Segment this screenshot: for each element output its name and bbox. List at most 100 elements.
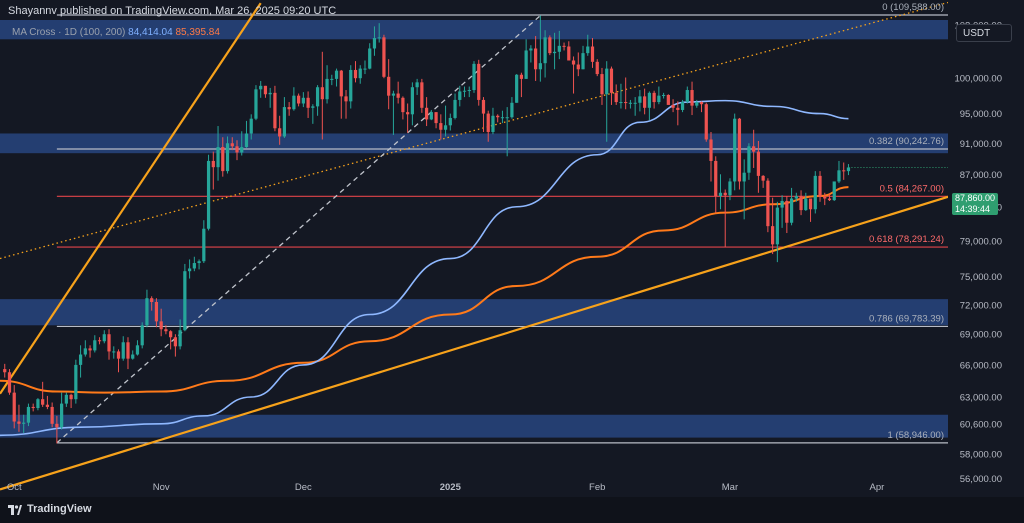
- candle-2025-01-15[interactable]: [515, 74, 519, 103]
- candle-2024-12-27[interactable]: [424, 97, 429, 127]
- currency-selector[interactable]: USDT: [956, 24, 1012, 42]
- candle-2024-10-30[interactable]: [150, 296, 154, 311]
- candle-2024-10-03[interactable]: [22, 414, 26, 433]
- candle-2025-01-25[interactable]: [562, 42, 566, 51]
- candle-2025-03-22[interactable]: [827, 194, 832, 201]
- candle-2024-10-28[interactable]: [140, 322, 144, 349]
- candle-2025-03-14[interactable]: [789, 187, 794, 226]
- indicator-legend[interactable]: MA Cross · 1D (100, 200) 84,414.04 85,39…: [12, 27, 220, 38]
- candle-2024-12-15[interactable]: [368, 43, 372, 70]
- candle-2025-01-03[interactable]: [458, 85, 462, 107]
- candle-2025-02-19[interactable]: [680, 99, 685, 113]
- candle-2024-10-24[interactable]: [121, 336, 125, 361]
- candle-2024-12-17[interactable]: [377, 23, 381, 43]
- candle-2024-09-30[interactable]: [7, 369, 12, 395]
- candle-2024-10-16[interactable]: [83, 340, 87, 357]
- candle-2025-01-10[interactable]: [491, 107, 495, 135]
- candle-2025-01-16[interactable]: [519, 72, 524, 98]
- candle-2024-11-05[interactable]: [178, 319, 182, 350]
- candle-2024-11-26[interactable]: [278, 115, 282, 145]
- candle-2025-03-12[interactable]: [780, 195, 784, 228]
- candle-2024-11-20[interactable]: [249, 114, 253, 140]
- candle-2025-01-14[interactable]: [510, 97, 514, 119]
- candle-2024-11-04[interactable]: [173, 334, 177, 357]
- candle-2025-02-11[interactable]: [643, 88, 647, 115]
- candle-2024-12-13[interactable]: [358, 65, 362, 84]
- candle-2024-10-27[interactable]: [135, 340, 140, 356]
- candle-2025-02-03[interactable]: [605, 61, 609, 142]
- candle-2025-03-09[interactable]: [766, 178, 770, 233]
- candle-2024-10-29[interactable]: [145, 289, 149, 328]
- candle-2025-03-26[interactable]: [846, 164, 851, 176]
- candle-2024-12-10[interactable]: [344, 90, 348, 119]
- candle-2025-02-08[interactable]: [628, 99, 633, 109]
- candle-2025-03-20[interactable]: [818, 171, 822, 202]
- candle-2024-12-19[interactable]: [387, 59, 391, 110]
- candle-2024-11-25[interactable]: [273, 85, 277, 132]
- candle-2025-01-08[interactable]: [481, 97, 486, 132]
- candle-2024-12-11[interactable]: [349, 65, 353, 109]
- candle-2025-03-16[interactable]: [799, 190, 803, 216]
- candle-2024-10-25[interactable]: [126, 337, 130, 370]
- candle-2025-01-18[interactable]: [529, 45, 533, 63]
- candle-2025-02-22[interactable]: [695, 99, 699, 108]
- candle-2024-10-09[interactable]: [50, 402, 54, 428]
- candle-2024-11-24[interactable]: [268, 87, 272, 108]
- candle-2025-02-25[interactable]: [709, 131, 713, 182]
- candle-2024-12-29[interactable]: [434, 112, 438, 129]
- candle-2025-02-07[interactable]: [624, 77, 628, 110]
- footer-brand[interactable]: TradingView: [27, 503, 92, 515]
- candle-2024-11-13[interactable]: [216, 126, 220, 181]
- candle-2024-10-10[interactable]: [55, 415, 59, 444]
- candle-2025-01-17[interactable]: [524, 39, 528, 79]
- candle-2024-11-19[interactable]: [244, 120, 249, 148]
- candle-2025-01-30[interactable]: [586, 34, 590, 56]
- candle-2025-03-11[interactable]: [775, 201, 779, 263]
- time-axis[interactable]: Oct Nov Dec 2025 Feb Mar Apr: [7, 482, 884, 493]
- candle-2024-12-30[interactable]: [439, 114, 443, 140]
- candle-2024-12-07[interactable]: [330, 74, 334, 86]
- candle-2024-12-22[interactable]: [401, 96, 405, 120]
- candle-2025-02-23[interactable]: [699, 101, 704, 113]
- candle-2024-10-07[interactable]: [41, 381, 45, 407]
- candle-2024-10-01[interactable]: [12, 385, 16, 429]
- candle-2024-12-20[interactable]: [391, 90, 396, 135]
- candle-2024-10-08[interactable]: [45, 395, 50, 410]
- candle-2024-11-09[interactable]: [197, 259, 201, 270]
- candle-2024-11-28[interactable]: [287, 102, 291, 116]
- candle-2024-11-27[interactable]: [282, 97, 287, 138]
- candle-2024-11-03[interactable]: [169, 330, 173, 350]
- candle-2025-03-23[interactable]: [832, 181, 836, 201]
- candle-2025-01-31[interactable]: [590, 37, 595, 68]
- candle-2025-01-02[interactable]: [453, 93, 457, 120]
- candle-2024-12-21[interactable]: [396, 81, 400, 104]
- candle-2024-12-01[interactable]: [301, 92, 305, 108]
- candle-2025-02-24[interactable]: [704, 102, 708, 142]
- candle-2025-01-05[interactable]: [467, 86, 471, 98]
- candle-2025-01-22[interactable]: [548, 35, 552, 56]
- candle-2025-02-26[interactable]: [714, 156, 718, 213]
- candle-2024-10-23[interactable]: [116, 349, 121, 373]
- candle-2024-12-03[interactable]: [311, 104, 315, 124]
- candle-2024-11-16[interactable]: [230, 137, 234, 151]
- candle-2024-10-20[interactable]: [102, 330, 106, 344]
- candle-2025-03-13[interactable]: [785, 196, 789, 234]
- candle-2025-03-15[interactable]: [794, 192, 798, 202]
- candle-2025-01-24[interactable]: [557, 30, 561, 60]
- candle-2024-10-02[interactable]: [17, 404, 21, 432]
- candle-2024-11-08[interactable]: [192, 256, 196, 272]
- candle-2025-01-13[interactable]: [505, 107, 509, 157]
- candle-2025-03-19[interactable]: [813, 171, 817, 214]
- candle-2025-02-27[interactable]: [718, 174, 723, 210]
- candle-2024-10-04[interactable]: [26, 403, 31, 427]
- candle-2025-01-19[interactable]: [534, 36, 538, 81]
- candle-2025-01-20[interactable]: [538, 15, 542, 82]
- candle-2025-02-20[interactable]: [685, 86, 689, 104]
- candle-2025-01-27[interactable]: [571, 56, 576, 94]
- candle-2024-12-31[interactable]: [443, 105, 448, 137]
- candle-2024-10-06[interactable]: [36, 398, 40, 411]
- candle-2024-10-18[interactable]: [93, 335, 97, 353]
- candle-2024-11-15[interactable]: [225, 136, 230, 174]
- candle-2024-11-01[interactable]: [159, 308, 163, 337]
